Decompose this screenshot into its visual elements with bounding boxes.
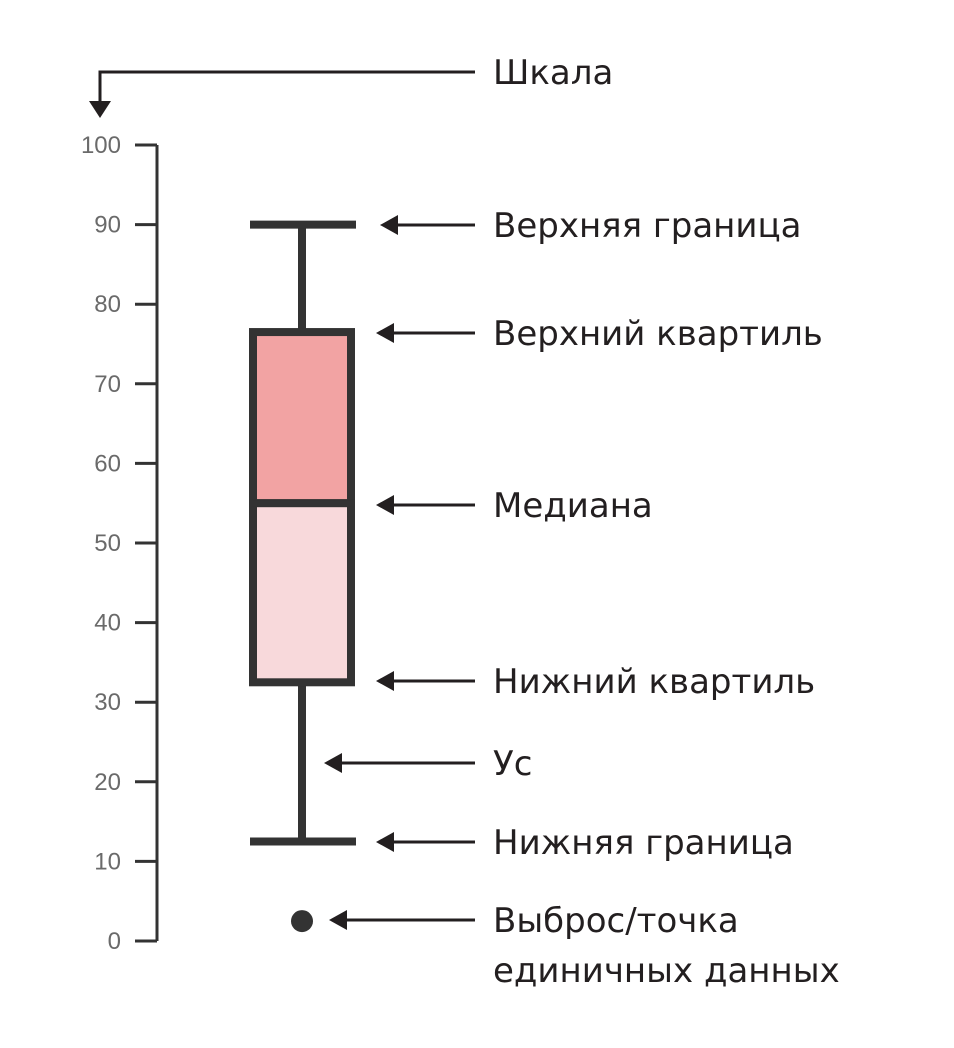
annotation-lower-bound: Нижняя граница <box>376 823 794 863</box>
upper-box <box>249 328 355 508</box>
arrow-left-icon <box>376 495 394 515</box>
axis-tick-label: 100 <box>81 132 121 159</box>
scale-axis: 0 10 20 30 40 50 60 70 80 90 100 <box>81 132 159 955</box>
annotation-upper-bound: Верхняя граница <box>380 206 801 246</box>
arrow-left-icon <box>329 910 347 930</box>
arrow-left-icon <box>324 753 342 773</box>
whisker-label: Ус <box>493 744 532 784</box>
annotation-upper-quartile: Верхний квартиль <box>376 314 823 354</box>
axis-tick-label: 40 <box>94 610 121 637</box>
arrow-left-icon <box>376 671 394 691</box>
scale-arrow-line <box>98 70 475 103</box>
outlier-label-line2: единичных данных <box>493 951 840 991</box>
axis-tick-label: 10 <box>94 848 121 875</box>
scale-label-group: Шкала <box>89 53 613 118</box>
annotation-median: Медиана <box>376 486 653 526</box>
arrow-left-icon <box>380 215 398 235</box>
upper-quartile-label: Верхний квартиль <box>493 314 823 354</box>
annotation-lower-quartile: Нижний квартиль <box>376 662 815 702</box>
boxplot <box>249 220 356 933</box>
scale-arrow-head <box>89 101 111 118</box>
axis-ticks: 0 10 20 30 40 50 60 70 80 90 100 <box>81 132 157 955</box>
axis-tick-label: 60 <box>94 450 121 477</box>
outlier-point <box>291 910 313 933</box>
annotations: Верхняя граница Верхний квартиль Медиана… <box>324 206 840 991</box>
lower-quartile-label: Нижний квартиль <box>493 662 815 702</box>
outlier-label-line1: Выброс/точка <box>493 901 739 941</box>
annotation-whisker: Ус <box>324 744 532 784</box>
lower-bound-label: Нижняя граница <box>493 823 794 863</box>
axis-tick-label: 80 <box>94 291 121 318</box>
axis-tick-label: 0 <box>108 928 121 955</box>
arrow-left-icon <box>376 323 394 343</box>
lower-box <box>249 499 355 687</box>
upper-bound-label: Верхняя граница <box>493 206 801 246</box>
axis-tick-label: 90 <box>94 212 121 239</box>
axis-tick-label: 20 <box>94 769 121 796</box>
axis-tick-label: 30 <box>94 689 121 716</box>
axis-tick-label: 50 <box>94 530 121 557</box>
axis-tick-label: 70 <box>94 371 121 398</box>
annotation-outlier: Выброс/точка единичных данных <box>329 901 840 991</box>
median-label: Медиана <box>493 486 653 526</box>
arrow-left-icon <box>376 832 394 852</box>
scale-label: Шкала <box>493 53 613 93</box>
